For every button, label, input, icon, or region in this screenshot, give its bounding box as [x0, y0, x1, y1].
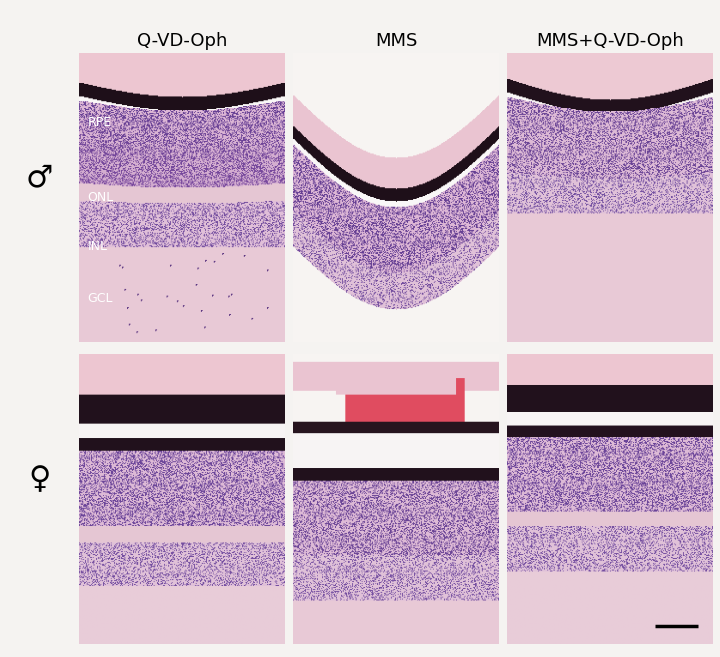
Text: ♂: ♂ — [26, 163, 53, 192]
Title: MMS: MMS — [375, 32, 417, 50]
Text: ♀: ♀ — [28, 465, 51, 494]
Title: MMS+Q-VD-Oph: MMS+Q-VD-Oph — [536, 32, 684, 50]
Text: GCL: GCL — [87, 292, 113, 306]
Text: RPE: RPE — [87, 116, 112, 129]
Title: Q-VD-Oph: Q-VD-Oph — [137, 32, 228, 50]
Text: ONL: ONL — [87, 191, 114, 204]
Text: INL: INL — [87, 240, 107, 253]
